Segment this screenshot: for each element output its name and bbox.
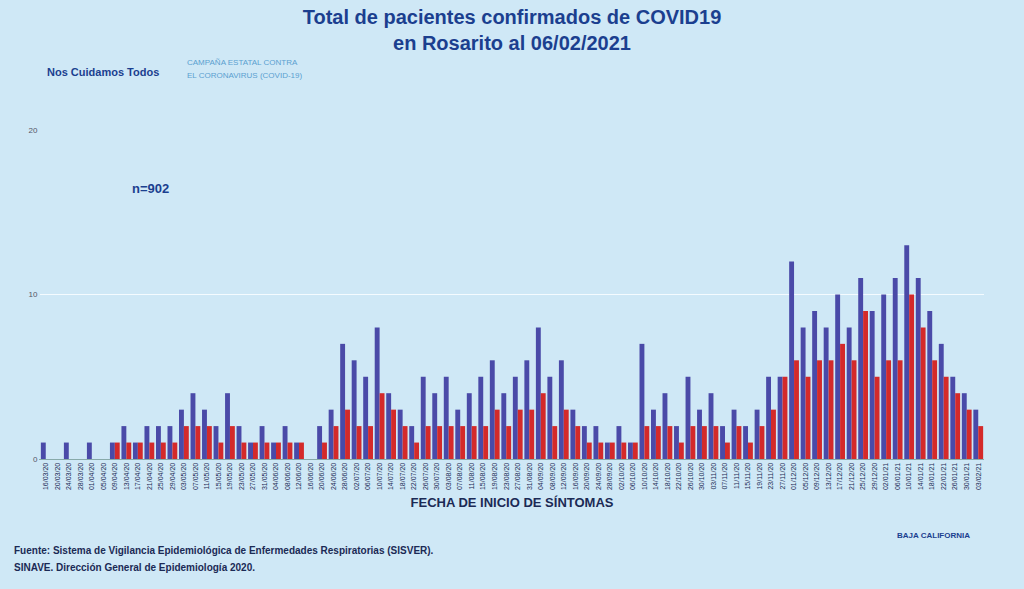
svg-text:23/05/20: 23/05/20: [238, 463, 245, 490]
svg-text:20/03/20: 20/03/20: [54, 463, 61, 490]
svg-text:20/09/20: 20/09/20: [583, 463, 590, 490]
svg-text:17/12/20: 17/12/20: [836, 463, 843, 490]
svg-text:27/11/20: 27/11/20: [779, 463, 786, 490]
svg-text:23/08/20: 23/08/20: [503, 463, 510, 490]
svg-text:08/09/20: 08/09/20: [549, 463, 556, 490]
svg-text:02/10/20: 02/10/20: [618, 463, 625, 490]
svg-text:Fuente: Sistema de Vigilancia: Fuente: Sistema de Vigilancia Epidemioló…: [14, 545, 434, 556]
svg-text:03/11/20: 03/11/20: [710, 463, 717, 490]
svg-text:04/09/20: 04/09/20: [537, 463, 544, 490]
svg-text:n=902: n=902: [132, 181, 169, 196]
svg-text:26/01/21: 26/01/21: [951, 463, 958, 490]
svg-text:21/12/20: 21/12/20: [848, 463, 855, 490]
svg-text:15/05/20: 15/05/20: [215, 463, 222, 490]
svg-text:20: 20: [28, 126, 37, 135]
svg-text:30/07/20: 30/07/20: [433, 463, 440, 490]
svg-text:05/12/20: 05/12/20: [802, 463, 809, 490]
svg-text:15/08/20: 15/08/20: [479, 463, 486, 490]
svg-text:29/12/20: 29/12/20: [871, 463, 878, 490]
svg-text:12/09/20: 12/09/20: [560, 463, 567, 490]
svg-text:19/05/20: 19/05/20: [226, 463, 233, 490]
svg-text:22/10/20: 22/10/20: [675, 463, 682, 490]
svg-text:12/06/20: 12/06/20: [295, 463, 302, 490]
svg-text:0: 0: [33, 455, 38, 464]
svg-text:01/04/20: 01/04/20: [88, 463, 95, 490]
svg-text:19/08/20: 19/08/20: [491, 463, 498, 490]
svg-text:28/06/20: 28/06/20: [341, 463, 348, 490]
svg-text:20/06/20: 20/06/20: [318, 463, 325, 490]
svg-text:06/07/20: 06/07/20: [364, 463, 371, 490]
svg-text:13/04/20: 13/04/20: [123, 463, 130, 490]
svg-text:22/07/20: 22/07/20: [410, 463, 417, 490]
svg-text:SINAVE. Dirección General de E: SINAVE. Dirección General de Epidemiolog…: [14, 562, 255, 573]
svg-text:31/05/20: 31/05/20: [261, 463, 268, 490]
svg-text:25/12/20: 25/12/20: [859, 463, 866, 490]
svg-text:10/07/20: 10/07/20: [376, 463, 383, 490]
svg-text:Nos Cuidamos Todos: Nos Cuidamos Todos: [47, 66, 159, 78]
svg-text:16/09/20: 16/09/20: [572, 463, 579, 490]
svg-text:06/10/20: 06/10/20: [629, 463, 636, 490]
svg-text:14/07/20: 14/07/20: [387, 463, 394, 490]
svg-text:07/08/20: 07/08/20: [456, 463, 463, 490]
svg-text:26/07/20: 26/07/20: [422, 463, 429, 490]
svg-text:19/11/20: 19/11/20: [756, 463, 763, 490]
svg-text:18/01/21: 18/01/21: [928, 463, 935, 490]
svg-text:07/05/20: 07/05/20: [192, 463, 199, 490]
svg-text:CAMPAÑA ESTATAL CONTRA: CAMPAÑA ESTATAL CONTRA: [187, 58, 298, 67]
svg-text:01/12/20: 01/12/20: [790, 463, 797, 490]
svg-text:22/01/21: 22/01/21: [940, 463, 947, 490]
svg-text:30/01/21: 30/01/21: [963, 463, 970, 490]
svg-text:14/01/21: 14/01/21: [917, 463, 924, 490]
svg-text:27/05/20: 27/05/20: [249, 463, 256, 490]
svg-text:09/04/20: 09/04/20: [111, 463, 118, 490]
svg-text:24/09/20: 24/09/20: [595, 463, 602, 490]
svg-text:24/03/20: 24/03/20: [65, 463, 72, 490]
svg-text:03/05/20: 03/05/20: [180, 463, 187, 490]
svg-text:07/11/20: 07/11/20: [721, 463, 728, 490]
svg-text:30/10/20: 30/10/20: [698, 463, 705, 490]
svg-text:17/04/20: 17/04/20: [134, 463, 141, 490]
svg-text:18/07/20: 18/07/20: [399, 463, 406, 490]
svg-text:09/12/20: 09/12/20: [813, 463, 820, 490]
svg-text:05/04/20: 05/04/20: [100, 463, 107, 490]
svg-text:02/07/20: 02/07/20: [353, 463, 360, 490]
svg-text:28/09/20: 28/09/20: [606, 463, 613, 490]
svg-text:25/04/20: 25/04/20: [157, 463, 164, 490]
svg-text:10/01/21: 10/01/21: [905, 463, 912, 490]
svg-text:26/10/20: 26/10/20: [687, 463, 694, 490]
svg-text:23/11/20: 23/11/20: [767, 463, 774, 490]
svg-text:EL CORONAVIRUS (COVID-19): EL CORONAVIRUS (COVID-19): [187, 71, 302, 80]
svg-text:31/08/20: 31/08/20: [526, 463, 533, 490]
svg-text:28/03/20: 28/03/20: [77, 463, 84, 490]
svg-text:FECHA DE INICIO DE SÍNTOMAS: FECHA DE INICIO DE SÍNTOMAS: [411, 495, 614, 510]
svg-text:08/06/20: 08/06/20: [284, 463, 291, 490]
svg-text:11/05/20: 11/05/20: [203, 463, 210, 490]
svg-text:24/06/20: 24/06/20: [330, 463, 337, 490]
svg-text:16/03/20: 16/03/20: [42, 463, 49, 490]
svg-text:11/11/20: 11/11/20: [733, 463, 740, 489]
svg-text:10: 10: [28, 290, 37, 299]
svg-text:13/12/20: 13/12/20: [825, 463, 832, 490]
svg-text:Total de pacientes confirmados: Total de pacientes confirmados de COVID1…: [303, 6, 722, 54]
svg-text:10/10/20: 10/10/20: [641, 463, 648, 490]
svg-text:15/11/20: 15/11/20: [744, 463, 751, 490]
svg-text:BAJA CALIFORNIA: BAJA CALIFORNIA: [897, 531, 970, 540]
svg-text:27/08/20: 27/08/20: [514, 463, 521, 490]
svg-text:02/01/21: 02/01/21: [882, 463, 889, 490]
svg-text:06/01/21: 06/01/21: [894, 463, 901, 490]
svg-text:14/10/20: 14/10/20: [652, 463, 659, 490]
svg-text:03/08/20: 03/08/20: [445, 463, 452, 490]
svg-text:11/08/20: 11/08/20: [468, 463, 475, 490]
svg-text:18/10/20: 18/10/20: [664, 463, 671, 490]
svg-text:04/06/20: 04/06/20: [272, 463, 279, 490]
svg-text:03/02/21: 03/02/21: [975, 463, 982, 490]
svg-text:21/04/20: 21/04/20: [146, 463, 153, 490]
svg-text:16/06/20: 16/06/20: [307, 463, 314, 490]
svg-text:29/04/20: 29/04/20: [169, 463, 176, 490]
